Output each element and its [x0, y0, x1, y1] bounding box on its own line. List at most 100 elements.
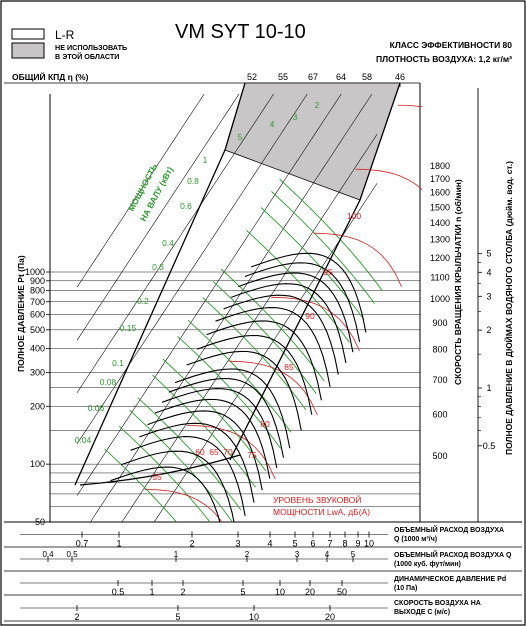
- x-axis-title: ОБЪЕМНЫЙ РАСХОД ВОЗДУХА Q (1000 куб. фут/…: [394, 550, 512, 568]
- power-curve: [279, 178, 383, 292]
- x-axis-tick-label: 0.4: [42, 550, 54, 559]
- x-axis-tick-label: 9: [355, 539, 360, 549]
- rpm-curve: [251, 252, 367, 333]
- x-axis-tick-label: 1: [174, 550, 179, 559]
- inwg-tick-label: 3: [486, 291, 491, 301]
- sound-value-label: 80: [260, 419, 270, 429]
- sound-curve: [313, 232, 402, 287]
- efficiency-axis-title: ОБЩИЙ КПД η (%): [12, 71, 89, 82]
- power-curve: [246, 229, 350, 343]
- power-curve: [152, 374, 256, 488]
- x-axis-tick-label: 0.5: [112, 587, 125, 597]
- power-value-label: 0.15: [120, 323, 137, 333]
- rpm-tick-label: 1700: [430, 174, 450, 184]
- operating-envelope: [74, 82, 401, 486]
- rpm-tick-label: 700: [432, 375, 447, 385]
- rpm-curve: [161, 388, 278, 469]
- x-axis-tick-label: 10: [249, 612, 259, 622]
- y-tick-label: 400: [30, 343, 45, 353]
- rpm-axis-title: СКОРОСТЬ ВРАЩЕНИЯ КРЫЛЬЧАТКИ n (об/мин): [453, 179, 463, 385]
- x-axis-tick-label: 20: [325, 612, 335, 622]
- sound-value-labels-group: 100 95 90 85 80 75 70 65 60 55: [152, 211, 361, 482]
- power-curve: [271, 191, 375, 304]
- efficiency-tick: 64: [336, 72, 346, 82]
- x-axis-tick-label: 5: [292, 539, 297, 549]
- y-tick-label: 700: [30, 297, 45, 307]
- efficiency-tick: 58: [362, 72, 372, 82]
- inwg-ticks: 5 4 3 2 1 0.5: [478, 249, 495, 451]
- sound-value-label: 70: [223, 447, 233, 457]
- sound-curve: [355, 168, 422, 191]
- efficiency-class: КЛАСС ЭФФЕКТИВНОСТИ 80: [390, 40, 513, 50]
- efficiency-tick: 67: [308, 72, 318, 82]
- power-curves: [104, 178, 383, 522]
- power-curve: [118, 425, 211, 522]
- rpm-curve: [215, 307, 331, 387]
- power-value-label: 0.4: [162, 238, 174, 248]
- sound-curve: [271, 296, 360, 352]
- system-curve: [76, 94, 205, 288]
- rpm-tick-label: 600: [432, 410, 447, 420]
- x-axis-tick-label: 50: [337, 587, 347, 597]
- power-value-label: 0.8: [187, 176, 199, 186]
- rpm-curve: [238, 272, 354, 353]
- x-axis-tick-label: 0.5: [66, 550, 78, 559]
- y-axis-title: ПОЛНОЕ ДАВЛЕНИЕ Pt (Па): [16, 255, 26, 372]
- power-curve: [137, 397, 242, 511]
- envelope-right: [229, 82, 401, 461]
- x-axis-tick-label: 10: [275, 587, 285, 597]
- x-axis-tick-label: 5: [175, 612, 180, 622]
- sound-label-line2: МОЩНОСТИ LwA, дБ(A): [273, 507, 370, 517]
- system-curve: [90, 94, 373, 522]
- sound-value-label: 65: [209, 447, 219, 457]
- rpm-tick-label: 1200: [430, 253, 450, 263]
- y-tick-label: 50: [35, 517, 45, 527]
- y-tick-label: 900: [30, 276, 45, 286]
- sound-value-label: 90: [305, 311, 315, 321]
- rpm-tick-label: 1000: [430, 294, 450, 304]
- inwg-tick-label: 0.5: [483, 441, 496, 451]
- power-value-label: 2: [315, 100, 320, 110]
- rpm-tick-label: 800: [432, 345, 447, 355]
- sound-label-line1: УРОВЕНЬ ЗВУКОВОЙ: [273, 494, 361, 505]
- x-axis-tick-label: 8: [342, 539, 347, 549]
- system-curve: [121, 134, 378, 522]
- sound-value-label: 55: [152, 472, 162, 482]
- sound-value-label: 75: [247, 450, 257, 460]
- efficiency-tick: 46: [395, 72, 405, 82]
- rpm-curve: [147, 410, 263, 491]
- power-curve: [177, 335, 281, 449]
- rpm-curve: [154, 398, 271, 479]
- rpm-curve: [206, 320, 322, 401]
- x-axis-tick-label: 4: [325, 550, 330, 559]
- power-value-label: 0.08: [100, 377, 117, 387]
- rpm-curve: [168, 377, 285, 458]
- rpm-tick-label: 500: [432, 451, 447, 461]
- rpm-curve: [139, 422, 255, 503]
- rpm-curve: [223, 294, 339, 375]
- y-tick-label: 200: [30, 401, 45, 411]
- power-value-label: 1: [203, 155, 208, 165]
- inwg-tick-label: 1: [486, 383, 491, 393]
- power-curve: [162, 358, 267, 472]
- system-curve: [76, 94, 274, 393]
- x-axis-title: ОБЪЕМНЫЙ РАСХОД ВОЗДУХА Q (1000 м³/ч): [394, 525, 504, 543]
- power-value-label: 0.3: [152, 262, 164, 272]
- system-curve: [76, 94, 342, 496]
- air-density: ПЛОТНОСТЬ ВОЗДУХА: 1,2 кг/м³: [376, 54, 512, 64]
- power-value-label: 0.1: [112, 358, 124, 368]
- inwg-tick-label: 2: [486, 325, 491, 335]
- rpm-curve: [186, 350, 302, 431]
- efficiency-tick: 52: [247, 72, 257, 82]
- x-axis-tick-label: 0.7: [76, 539, 89, 549]
- x-axis-tick-label: 7: [327, 539, 332, 549]
- legend-lr-label: L-R: [55, 28, 75, 42]
- y-tick-label: 300: [30, 367, 45, 377]
- rpm-curve: [231, 283, 347, 364]
- inwg-tick-label: 5: [486, 249, 491, 259]
- rpm-tick-label: 1600: [430, 188, 450, 198]
- x-axis-tick-label: 4: [267, 539, 272, 549]
